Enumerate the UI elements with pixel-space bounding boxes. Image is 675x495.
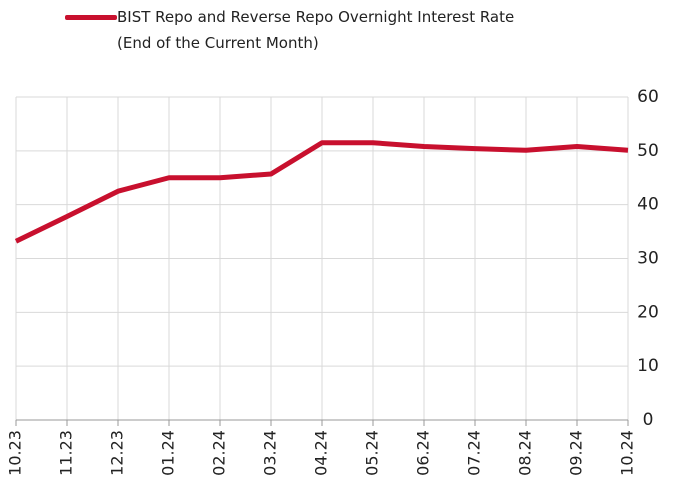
- x-tick-label: 02.24: [210, 430, 229, 476]
- y-tick-label: 50: [637, 141, 659, 161]
- x-tick-label: 12.23: [108, 430, 127, 476]
- x-tick-label: 07.24: [465, 430, 484, 476]
- y-tick-label: 40: [637, 195, 659, 215]
- y-tick-label: 0: [643, 410, 654, 430]
- x-tick-label: 10.24: [618, 430, 637, 476]
- x-tick-label: 08.24: [516, 430, 535, 476]
- series-line: [14, 140, 629, 244]
- x-tick-label: 05.24: [363, 430, 382, 476]
- x-tick-label: 09.24: [567, 430, 586, 476]
- x-tick-label: 03.24: [261, 430, 280, 476]
- x-tick-label: 01.24: [159, 430, 178, 476]
- legend: BIST Repo and Reverse Repo Overnight Int…: [65, 4, 535, 56]
- y-tick-label: 60: [637, 87, 659, 107]
- y-tick-label: 30: [637, 249, 659, 269]
- y-tick-label: 10: [637, 356, 659, 376]
- x-tick-label: 11.23: [57, 430, 76, 476]
- x-tick-label: 06.24: [414, 430, 433, 476]
- x-tick-label: 10.23: [6, 430, 25, 476]
- y-tick-label: 20: [637, 302, 659, 322]
- x-tick-label: 04.24: [312, 430, 331, 476]
- legend-label: BIST Repo and Reverse Repo Overnight Int…: [117, 8, 515, 52]
- legend-swatch: [65, 15, 117, 20]
